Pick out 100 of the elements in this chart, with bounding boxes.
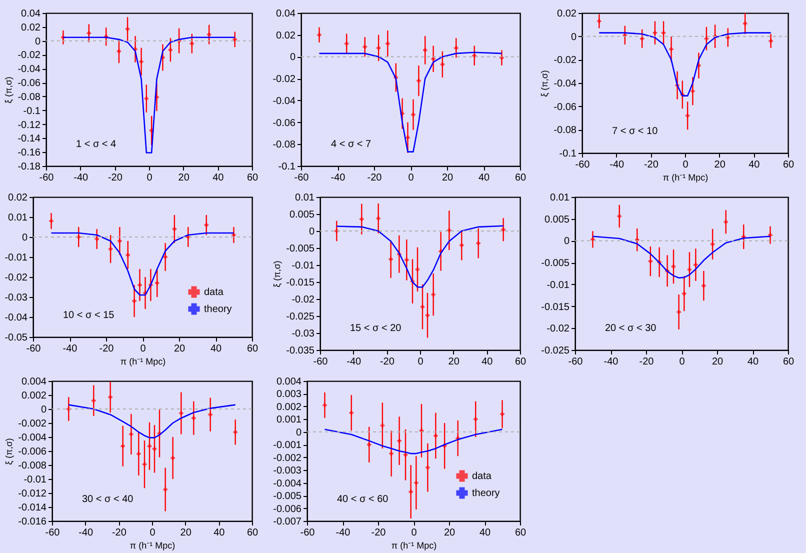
x-tick-label: 0 bbox=[150, 528, 156, 538]
point bbox=[138, 282, 142, 288]
y-axis-title: ξ (π,σ) bbox=[4, 438, 14, 465]
y-tick-label: 0 bbox=[22, 232, 28, 244]
point bbox=[108, 394, 112, 400]
x-tick-label: -20 bbox=[371, 528, 386, 538]
y-tick-label: -0.016 bbox=[18, 516, 47, 528]
point bbox=[206, 32, 212, 37]
point bbox=[440, 62, 445, 66]
x-tick-label: 60 bbox=[514, 356, 526, 368]
x-tick-label: 40 bbox=[212, 172, 224, 184]
x-tick-label: -20 bbox=[99, 344, 114, 354]
legend-label: data bbox=[472, 471, 492, 482]
point bbox=[420, 304, 425, 309]
y-tick-label: -0.02 bbox=[272, 74, 296, 86]
y-tick-label: -0.025 bbox=[286, 312, 315, 322]
point bbox=[118, 238, 122, 244]
x-tick-label: -40 bbox=[78, 528, 94, 538]
y-tick-label: -0.008 bbox=[18, 460, 47, 472]
y-tick-label: -0.08 bbox=[554, 125, 577, 136]
point bbox=[447, 228, 452, 232]
y-tick-label: -0.01 bbox=[546, 280, 570, 291]
y-tick-label: -0.025 bbox=[541, 346, 570, 356]
x-tick-label: 60 bbox=[514, 528, 526, 538]
x-tick-label: 20 bbox=[444, 528, 456, 538]
x-tick-label: 40 bbox=[479, 528, 491, 538]
x-tick-label: 40 bbox=[482, 356, 494, 368]
y-tick-label: 0 bbox=[296, 427, 302, 438]
point bbox=[500, 412, 504, 416]
y-tick-label: 0.005 bbox=[544, 214, 570, 226]
y-tick-label: -0.02 bbox=[554, 55, 577, 66]
point bbox=[232, 37, 237, 42]
point bbox=[144, 96, 149, 101]
y-axis-title: ξ (π,σ) bbox=[272, 260, 282, 288]
annotation: 10 < σ < 15 bbox=[63, 310, 115, 321]
y-tick-label: -0.02 bbox=[4, 272, 28, 284]
y-tick-label: -0.01 bbox=[4, 252, 28, 264]
x-tick-label: 20 bbox=[442, 172, 454, 184]
y-tick-label: 0.001 bbox=[276, 414, 302, 426]
point bbox=[232, 232, 236, 238]
point bbox=[590, 237, 595, 242]
point bbox=[408, 490, 413, 494]
point bbox=[742, 21, 748, 26]
point bbox=[661, 30, 666, 35]
y-tick-label: 0.002 bbox=[21, 390, 47, 402]
y-tick-label: 0.004 bbox=[21, 376, 47, 388]
y-tick-label: -0.001 bbox=[273, 440, 302, 452]
point bbox=[397, 438, 402, 443]
x-tick-label: -60 bbox=[39, 172, 54, 184]
point bbox=[476, 241, 480, 246]
x-tick-label: -40 bbox=[62, 344, 78, 354]
y-tick-label: -0.02 bbox=[292, 294, 315, 306]
point bbox=[640, 36, 644, 41]
x-tick-label: 20 bbox=[180, 528, 192, 538]
point bbox=[367, 442, 372, 447]
x-tick-label: 20 bbox=[714, 160, 726, 170]
y-tick-label: -0.01 bbox=[292, 260, 315, 272]
point bbox=[179, 411, 184, 416]
point bbox=[152, 446, 157, 452]
x-tick-label: -40 bbox=[74, 172, 88, 184]
point bbox=[671, 264, 676, 269]
point bbox=[389, 451, 394, 456]
y-tick-label: 0 bbox=[308, 226, 315, 238]
y-tick-label: -0.16 bbox=[18, 148, 41, 159]
x-tick-label: -20 bbox=[380, 356, 395, 368]
point bbox=[426, 465, 430, 470]
x-tick-label: 60 bbox=[246, 528, 258, 538]
point bbox=[317, 32, 322, 37]
point bbox=[404, 258, 409, 262]
x-tick-label: -40 bbox=[336, 528, 351, 538]
y-tick-label: -0.04 bbox=[18, 64, 41, 76]
x-tick-label: -60 bbox=[313, 356, 328, 368]
y-tick-label: -0.03 bbox=[4, 292, 28, 304]
point bbox=[360, 216, 364, 222]
x-tick-label: -60 bbox=[45, 528, 60, 538]
x-tick-label: 60 bbox=[514, 172, 526, 184]
x-tick-label: 0 bbox=[140, 344, 146, 354]
y-tick-label: -0.015 bbox=[541, 302, 570, 313]
line-series bbox=[598, 32, 772, 96]
point bbox=[403, 452, 408, 457]
point bbox=[416, 78, 421, 83]
legend-label: data bbox=[204, 287, 224, 298]
x-tick-label: 60 bbox=[246, 172, 258, 184]
point bbox=[190, 41, 194, 46]
y-tick-label: 0 bbox=[34, 36, 41, 48]
point bbox=[126, 252, 130, 258]
x-axis-title: π (h⁻¹ Mpc) bbox=[120, 356, 166, 366]
x-axis-title: π (h⁻¹ Mpc) bbox=[662, 172, 708, 182]
y-tick-label: 0.002 bbox=[276, 402, 302, 413]
x-tick-label: 20 bbox=[448, 356, 460, 368]
point bbox=[108, 246, 113, 252]
point bbox=[474, 417, 478, 422]
annotation: 1 < σ < 4 bbox=[76, 139, 117, 150]
x-tick-label: 20 bbox=[712, 356, 724, 368]
point bbox=[204, 222, 208, 228]
point bbox=[170, 456, 175, 460]
point bbox=[49, 218, 54, 224]
x-tick-label: -60 bbox=[575, 160, 590, 170]
y-tick-label: -0.004 bbox=[273, 478, 302, 490]
y-tick-label: -0.03 bbox=[292, 328, 315, 340]
